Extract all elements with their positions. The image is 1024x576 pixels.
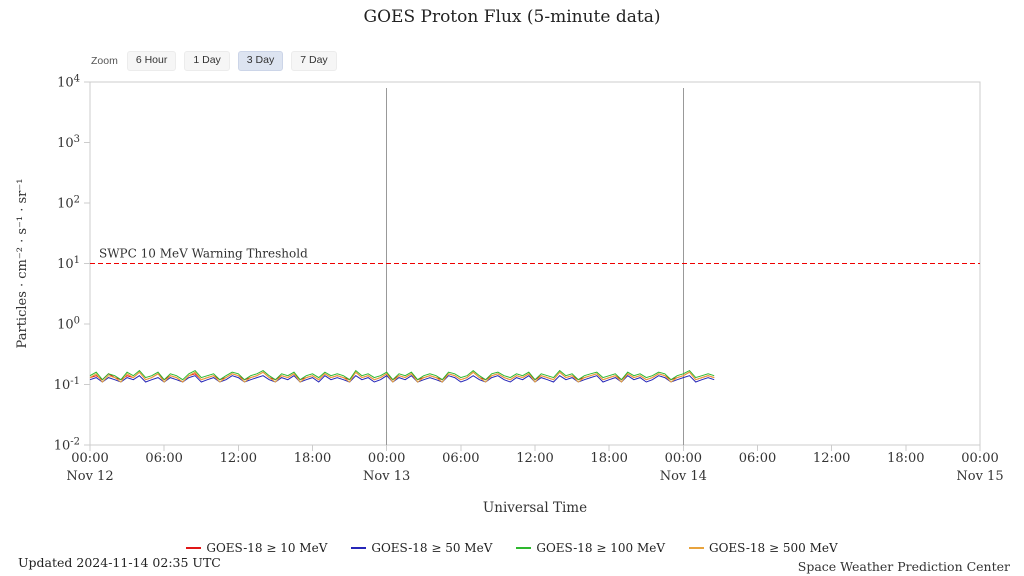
zoom-label: Zoom: [91, 54, 118, 67]
x-date-label: Nov 15: [956, 469, 1003, 484]
legend-swatch: [689, 547, 704, 549]
legend-item-goes-18-100-mev[interactable]: GOES-18 ≥ 100 MeV: [516, 541, 665, 555]
x-date-label: Nov 12: [66, 469, 113, 484]
zoom-controls: Zoom 6 Hour 1 Day 3 Day 7 Day: [91, 51, 337, 71]
x-date-label: Nov 13: [363, 469, 410, 484]
legend-label: GOES-18 ≥ 100 MeV: [536, 541, 665, 555]
source-attribution: Space Weather Prediction Center: [797, 559, 1010, 574]
x-tick-label: 06:00: [739, 451, 776, 466]
x-tick-label: 12:00: [813, 451, 850, 466]
x-tick-label: 00:00: [71, 451, 108, 466]
x-tick-label: 00:00: [665, 451, 702, 466]
zoom-button-6-hour[interactable]: 6 Hour: [126, 51, 177, 71]
y-axis-title: Particles · cm⁻² · s⁻¹ · sr⁻¹: [15, 179, 30, 349]
series-line-goes-18-50-mev: [89, 375, 715, 383]
threshold-label: SWPC 10 MeV Warning Threshold: [99, 247, 308, 261]
y-tick-label: 100: [57, 316, 80, 333]
legend-label: GOES-18 ≥ 50 MeV: [371, 541, 493, 555]
y-tick-label: 104: [57, 74, 80, 91]
x-tick-label: 00:00: [368, 451, 405, 466]
legend-swatch: [516, 547, 532, 549]
zoom-button-7-day[interactable]: 7 Day: [291, 51, 337, 71]
legend-swatch: [351, 547, 367, 549]
x-tick-label: 12:00: [516, 451, 553, 466]
series-line-goes-18-500-mev: [89, 371, 715, 383]
zoom-button-1-day[interactable]: 1 Day: [184, 51, 230, 71]
x-tick-label: 06:00: [442, 451, 479, 466]
legend-item-goes-18-10-mev[interactable]: GOES-18 ≥ 10 MeV: [186, 541, 327, 555]
legend-item-goes-18-500-mev[interactable]: GOES-18 ≥ 500 MeV: [689, 541, 838, 555]
y-tick-label: 102: [57, 195, 80, 212]
x-tick-label: 18:00: [590, 451, 627, 466]
chart-title: GOES Proton Flux (5-minute data): [363, 7, 661, 27]
x-tick-label: 00:00: [961, 451, 998, 466]
y-tick-label: 103: [57, 134, 80, 151]
y-tick-label: 101: [57, 255, 80, 272]
x-tick-label: 18:00: [294, 451, 331, 466]
zoom-buttons: 6 Hour 1 Day 3 Day 7 Day: [126, 51, 337, 71]
legend-label: GOES-18 ≥ 500 MeV: [709, 541, 838, 555]
series-line-goes-18-100-mev: [89, 369, 715, 381]
zoom-button-3-day[interactable]: 3 Day: [237, 51, 284, 71]
legend-label: GOES-18 ≥ 10 MeV: [206, 541, 328, 555]
x-date-label: Nov 14: [660, 469, 707, 484]
x-tick-label: 12:00: [220, 451, 257, 466]
updated-timestamp: Updated 2024-11-14 02:35 UTC: [18, 555, 221, 570]
legend: GOES-18 ≥ 10 MeV GOES-18 ≥ 50 MeV GOES-18 …: [0, 541, 1024, 555]
x-tick-label: 06:00: [145, 451, 182, 466]
legend-swatch: [186, 547, 202, 549]
y-tick-label: 10-1: [54, 376, 80, 393]
legend-item-goes-18-50-mev[interactable]: GOES-18 ≥ 50 MeV: [351, 541, 492, 555]
x-axis-title: Universal Time: [483, 500, 587, 516]
x-tick-label: 18:00: [887, 451, 924, 466]
